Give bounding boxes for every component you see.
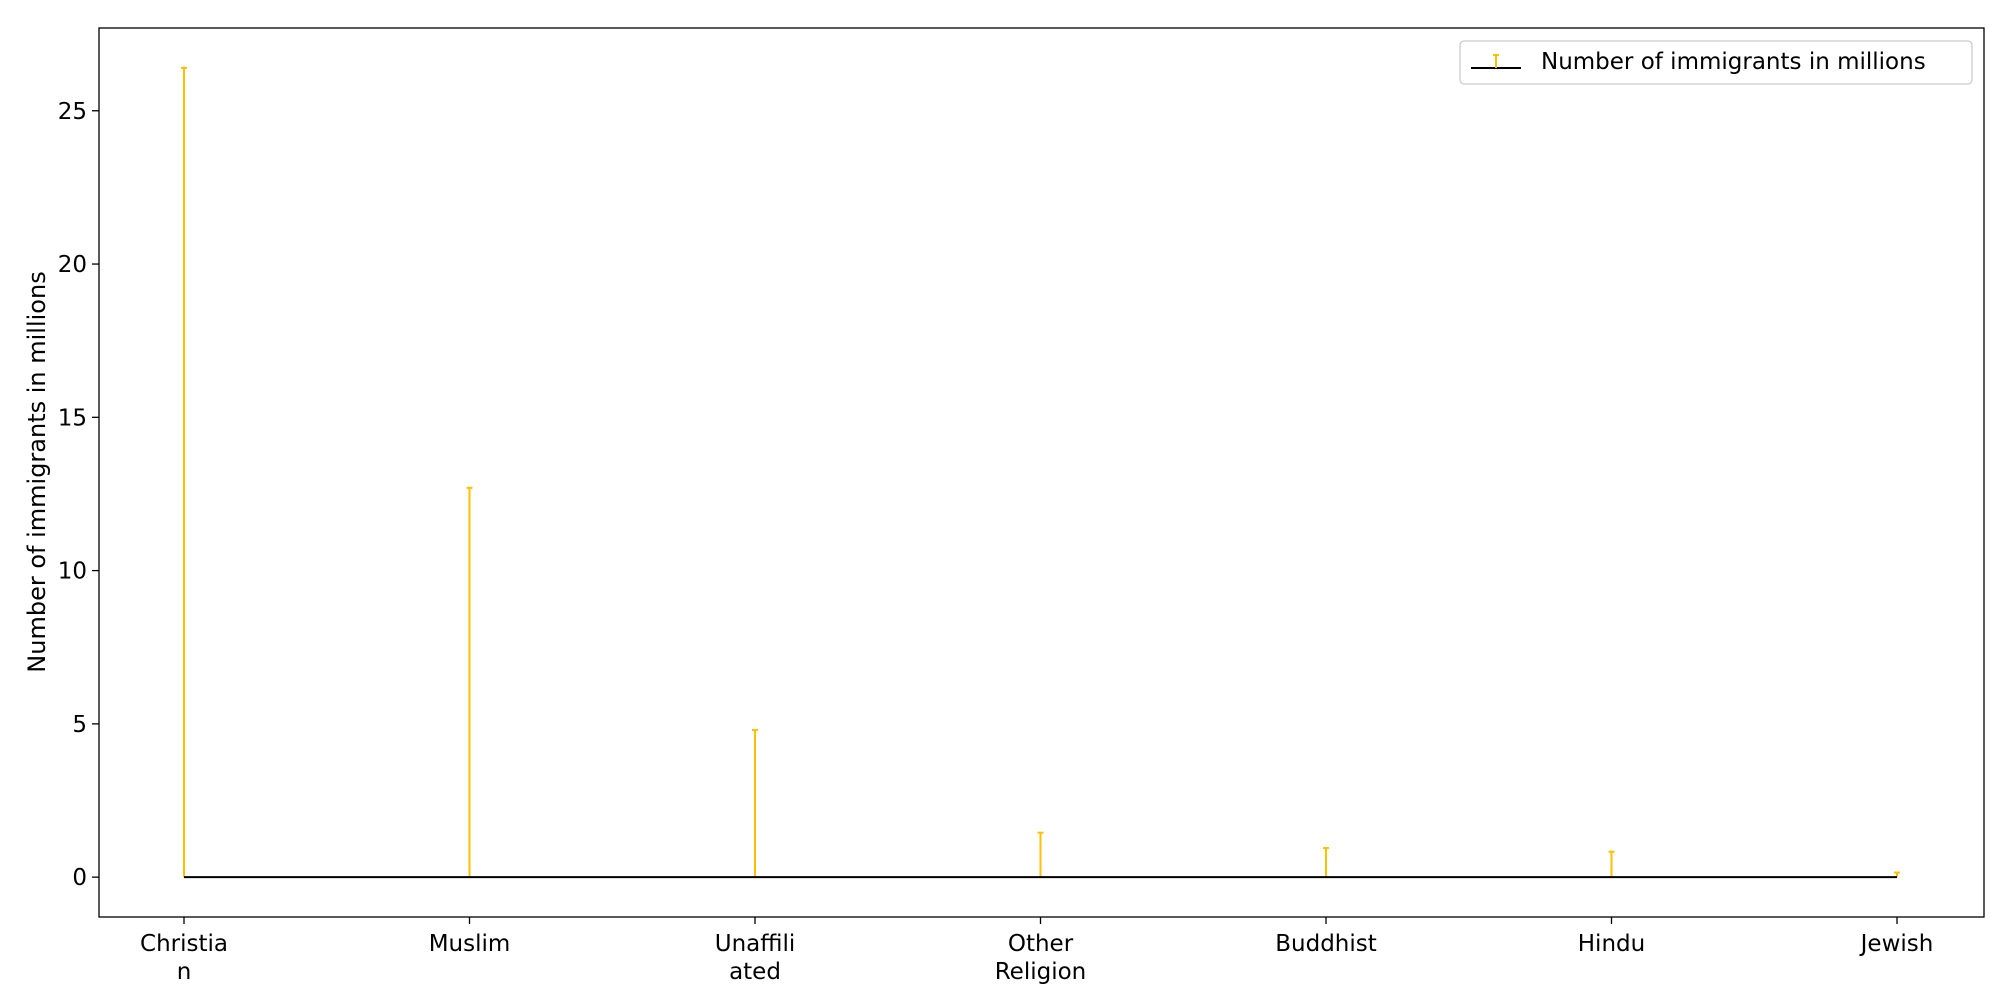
x-tick-label: Buddhist (1275, 931, 1377, 957)
x-tick-label: Hindu (1578, 931, 1645, 957)
y-tick-label: 5 (72, 712, 87, 738)
y-tick-label: 0 (72, 865, 87, 891)
legend: Number of immigrants in millions (1459, 40, 1973, 85)
x-tick-label: Jewish (1859, 931, 1934, 957)
x-tick-label: Unaffili ated (715, 931, 796, 985)
x-tick-label: Other Religion (995, 931, 1087, 985)
marks-layer (181, 66, 1900, 879)
plot-frame (98, 27, 1985, 918)
x-axis: Christia n Muslim Unaffili ated Other Religion… (140, 917, 1933, 985)
y-axis-title: Number of immigrants in millions (23, 271, 51, 672)
x-tick-label: Muslim (429, 931, 511, 957)
legend-box (1459, 40, 1973, 85)
x-tick-label: Christia n (140, 931, 228, 985)
y-tick-label: 20 (58, 252, 87, 278)
y-axis: 0 5 10 15 20 25 (58, 99, 99, 891)
y-tick-label: 25 (58, 99, 87, 125)
y-tick-label: 10 (58, 559, 87, 585)
y-tick-label: 15 (58, 405, 87, 431)
legend-entry: Number of immigrants in millions (1541, 49, 1926, 75)
